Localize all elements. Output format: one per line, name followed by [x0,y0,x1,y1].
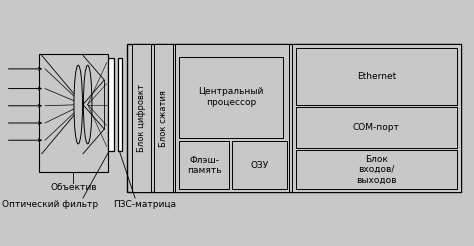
Bar [132,44,151,192]
Bar [292,44,461,192]
Bar [154,44,173,192]
Text: COM-порт: COM-порт [353,123,400,132]
Text: ОЗУ: ОЗУ [250,161,269,170]
Text: Блок сжатия: Блок сжатия [159,90,168,147]
Text: Ethernet: Ethernet [357,72,396,81]
Text: Флэш-
память: Флэш- память [187,156,221,175]
Bar [179,141,229,189]
Bar [127,44,461,192]
Bar [296,107,457,148]
Text: ПЗС-матрица: ПЗС-матрица [113,200,176,210]
Bar [118,58,122,151]
Ellipse shape [74,65,82,144]
Bar [175,44,289,192]
Bar [232,141,287,189]
Text: Блок цифровкт: Блок цифровкт [137,84,146,152]
Text: Центральный
процессор: Центральный процессор [199,88,264,107]
Bar [296,150,457,189]
Bar [108,58,114,151]
Bar [39,54,108,172]
Text: Оптический фильтр: Оптический фильтр [2,200,98,210]
Bar [179,57,283,138]
Text: Объектив: Объектив [50,183,97,192]
Text: Блок
входов/
выходов: Блок входов/ выходов [356,154,397,184]
Bar [296,48,457,105]
